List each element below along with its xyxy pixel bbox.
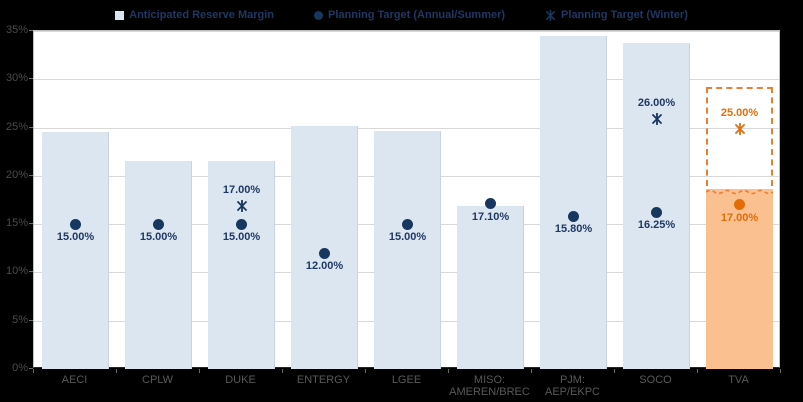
y-tick-label: 25% — [5, 120, 28, 133]
x-tick-mark — [780, 369, 781, 373]
summer-target-marker — [734, 199, 745, 211]
summer-target-label: 15.80% — [554, 223, 593, 236]
y-tick-label: 10% — [5, 265, 28, 278]
summer-target-marker — [153, 218, 164, 230]
y-tick-mark — [29, 30, 33, 31]
bar — [540, 35, 607, 369]
legend-label: Planning Target (Annual/Summer) — [328, 9, 506, 21]
legend-label: Planning Target (Winter) — [561, 9, 688, 21]
x-category-label: AECI — [61, 374, 88, 386]
legend-item-planning-target-summer: Planning Target (Annual/Summer) — [314, 9, 505, 21]
bar — [374, 131, 441, 369]
summer-target-label: 12.00% — [305, 260, 344, 273]
x-tick-mark — [199, 369, 200, 373]
x-category-label: MISO: AMEREN/BREC — [449, 374, 530, 398]
gridline — [34, 31, 779, 32]
y-tick-label: 5% — [12, 313, 28, 326]
legend-item-anticipated-reserve-margin: Anticipated Reserve Margin — [115, 9, 274, 21]
y-tick-mark — [29, 174, 33, 176]
y-tick-mark — [29, 368, 33, 369]
y-tick-mark — [29, 126, 33, 128]
bar — [42, 132, 109, 369]
summer-target-marker — [568, 210, 579, 222]
summer-target-label: 17.10% — [471, 210, 510, 223]
y-tick-mark — [29, 271, 33, 273]
y-tick-label: 15% — [5, 217, 28, 230]
y-tick-mark — [29, 223, 33, 225]
gridline — [34, 79, 779, 81]
gridline — [34, 127, 779, 129]
bar — [291, 125, 358, 369]
star-marker-icon — [545, 9, 556, 21]
summer-target-marker — [70, 218, 81, 230]
x-tick-mark — [33, 369, 34, 373]
y-tick-mark — [29, 319, 33, 321]
tva-dashed-range — [706, 87, 773, 186]
y-tick-label: 35% — [5, 24, 28, 36]
bar-highlight — [706, 188, 773, 369]
summer-target-marker — [236, 218, 247, 230]
summer-target-marker — [485, 198, 496, 210]
bar — [125, 161, 192, 369]
summer-target-label: 15.00% — [139, 231, 178, 244]
x-category-label: ENTERGY — [296, 374, 351, 386]
x-tick-mark — [531, 369, 532, 373]
square-marker-icon — [115, 10, 125, 20]
y-tick-label: 0% — [12, 362, 28, 374]
y-tick-mark — [29, 78, 33, 80]
x-category-label: PJM: AEP/EKPC — [544, 374, 601, 398]
y-tick-label: 20% — [5, 168, 28, 181]
x-category-label: TVA — [728, 374, 749, 386]
summer-target-marker — [402, 218, 413, 230]
winter-target-label: 26.00% — [637, 96, 676, 109]
winter-target-marker — [651, 112, 663, 130]
x-tick-mark — [282, 369, 283, 373]
x-category-label: SOCO — [639, 374, 672, 386]
summer-target-label: 15.00% — [222, 231, 261, 244]
legend: Anticipated Reserve Margin Planning Targ… — [0, 9, 803, 21]
bar — [623, 42, 690, 369]
summer-target-label: 15.00% — [388, 231, 427, 244]
legend-item-planning-target-winter: Planning Target (Winter) — [545, 9, 688, 21]
circle-marker-icon — [314, 10, 324, 20]
summer-target-label: 16.25% — [637, 219, 676, 232]
x-tick-mark — [448, 369, 449, 373]
winter-target-marker — [236, 199, 248, 217]
summer-target-label: 17.00% — [720, 211, 759, 224]
bar — [208, 161, 275, 369]
bar-torn-edge — [705, 183, 774, 196]
summer-target-marker — [319, 247, 330, 259]
x-tick-mark — [614, 369, 615, 373]
summer-target-label: 15.00% — [56, 231, 95, 244]
winter-target-marker — [734, 122, 746, 140]
winter-target-label: 17.00% — [222, 183, 261, 196]
legend-label: Anticipated Reserve Margin — [129, 9, 275, 21]
x-tick-mark — [697, 369, 698, 373]
bar — [457, 205, 524, 369]
x-category-label: LGEE — [391, 374, 422, 386]
x-category-label: CPLW — [142, 374, 173, 386]
plot-area: 15.00% 15.00% 17.00% 15.00% 12.00% 15.00% 17.1… — [33, 30, 780, 369]
x-tick-mark — [116, 369, 117, 373]
winter-target-label: 25.00% — [720, 106, 759, 119]
summer-target-marker — [651, 206, 662, 218]
y-tick-label: 30% — [5, 72, 28, 85]
x-tick-mark — [365, 369, 366, 373]
x-category-label: DUKE — [225, 374, 256, 386]
